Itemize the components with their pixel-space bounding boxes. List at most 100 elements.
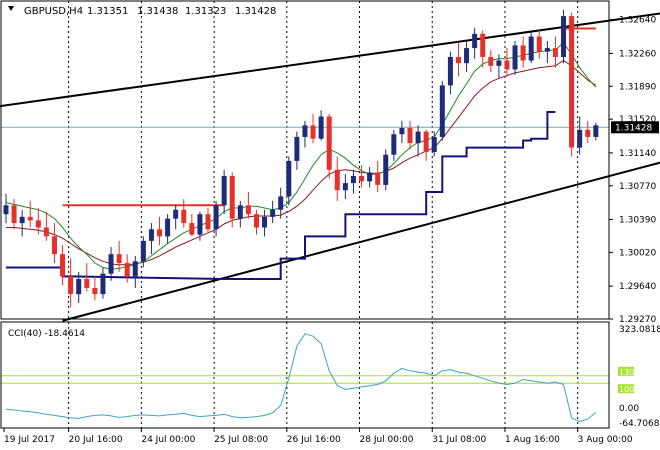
cci-axis: 323.0818 0.00 -64.7068 bbox=[619, 325, 660, 429]
bull-candle-body bbox=[294, 136, 300, 161]
bull-candle-body bbox=[350, 175, 356, 184]
bull-candle-body bbox=[278, 196, 284, 210]
price-tick-label: 1.31520 bbox=[619, 115, 656, 125]
bull-candle-body bbox=[76, 279, 82, 295]
cci-tick-label: 323.0818 bbox=[619, 325, 660, 335]
bull-candle-body bbox=[3, 205, 9, 215]
bear-candle-body bbox=[423, 131, 429, 153]
time-tick-label: 1 Aug 16:00 bbox=[505, 435, 560, 445]
bull-candle-body bbox=[148, 229, 154, 241]
time-tick-label: 19 Jul 2017 bbox=[4, 435, 55, 445]
bear-candle-body bbox=[536, 36, 542, 52]
bull-candle-body bbox=[302, 125, 308, 137]
bull-candle-body bbox=[512, 45, 518, 70]
bull-candle-body bbox=[213, 205, 219, 230]
cci-level-tag bbox=[618, 384, 634, 394]
trendlines bbox=[0, 12, 660, 322]
bull-candle-body bbox=[173, 209, 179, 219]
main-panel-frame bbox=[0, 0, 610, 320]
time-axis: 19 Jul 2017 20 Jul 16:00 24 Jul 00:00 25 Ju… bbox=[3, 428, 633, 445]
cci-levels bbox=[1, 375, 609, 384]
price-tick-label: 1.31140 bbox=[619, 149, 656, 159]
bull-candle-body bbox=[399, 128, 405, 135]
bull-candle-body bbox=[464, 48, 470, 64]
bear-candle-body bbox=[68, 276, 74, 295]
bull-candle-body bbox=[262, 216, 268, 228]
bear-candle-body bbox=[520, 45, 526, 61]
bull-candle-body bbox=[318, 116, 324, 139]
bear-candle-body bbox=[504, 60, 510, 70]
bear-candle-body bbox=[480, 33, 486, 57]
bull-candle-body bbox=[593, 125, 599, 137]
bear-candle-body bbox=[189, 223, 195, 235]
bear-candle-body bbox=[569, 16, 575, 148]
bull-candle-body bbox=[391, 134, 397, 155]
bear-candle-body bbox=[116, 254, 122, 264]
header-symbol: GBPUSD,H4 bbox=[24, 6, 83, 17]
cci-tick-label: -64.7068 bbox=[619, 419, 660, 429]
bear-candle-body bbox=[92, 287, 98, 295]
bull-candle-body bbox=[342, 183, 348, 191]
cci-label: CCI(40) -18.4614 bbox=[8, 329, 85, 339]
bull-candle-body bbox=[544, 48, 550, 52]
bear-candle-body bbox=[334, 169, 340, 191]
price-axis: 1.32640 1.32260 1.31890 1.31520 1.31140 1.307… bbox=[609, 16, 656, 325]
bull-candle-body bbox=[431, 136, 437, 153]
bull-candle-body bbox=[197, 214, 203, 235]
bull-candle-body bbox=[270, 209, 276, 217]
fast-moving-average bbox=[5, 41, 597, 270]
price-tick-label: 1.30770 bbox=[619, 182, 656, 192]
bear-candle-body bbox=[43, 227, 49, 237]
bull-candle-body bbox=[237, 205, 243, 219]
bear-candle-body bbox=[27, 216, 33, 221]
time-tick-label: 31 Jul 08:00 bbox=[432, 435, 486, 445]
time-tick-label: 20 Jul 16:00 bbox=[69, 435, 123, 445]
bull-candle-body bbox=[577, 129, 583, 148]
bull-candle-body bbox=[367, 172, 373, 182]
bear-candle-body bbox=[84, 279, 90, 288]
trendline bbox=[62, 161, 660, 322]
bull-candle-body bbox=[415, 131, 421, 144]
bull-candle-body bbox=[165, 218, 171, 237]
header-close: 1.31428 bbox=[235, 6, 276, 17]
bull-candle-body bbox=[19, 216, 25, 224]
bull-candle-body bbox=[496, 60, 502, 66]
cci-line bbox=[5, 333, 597, 423]
bull-candle-body bbox=[383, 154, 389, 185]
bull-candle-body bbox=[561, 16, 567, 57]
bull-candle-body bbox=[108, 254, 114, 274]
cci-panel-frame bbox=[0, 321, 610, 429]
bear-candle-body bbox=[205, 214, 211, 230]
bear-candle-body bbox=[375, 172, 381, 185]
day-separators bbox=[68, 1, 579, 319]
bear-candle-body bbox=[11, 205, 17, 224]
bear-candle-body bbox=[455, 56, 461, 64]
trendline bbox=[0, 12, 660, 108]
price-tick-label: 1.30020 bbox=[619, 248, 656, 258]
collapse-triangle-icon[interactable] bbox=[8, 6, 14, 11]
header-high: 1.31438 bbox=[137, 6, 178, 17]
cci-level-tag bbox=[618, 366, 634, 376]
bull-candle-body bbox=[132, 261, 138, 277]
cci-level-tags: 130 100 bbox=[618, 366, 634, 394]
bear-candle-body bbox=[310, 125, 316, 139]
header-open: 1.31351 bbox=[87, 6, 128, 17]
header-low: 1.31323 bbox=[185, 6, 226, 17]
bear-candle-body bbox=[181, 209, 187, 224]
time-tick-label: 25 Jul 08:00 bbox=[214, 435, 268, 445]
bear-candle-body bbox=[407, 128, 413, 144]
bull-candle-body bbox=[447, 56, 453, 86]
bear-candle-body bbox=[229, 175, 235, 219]
bear-candle-body bbox=[35, 220, 41, 228]
bear-candle-body bbox=[585, 129, 591, 137]
bull-candle-body bbox=[140, 240, 146, 262]
bear-candle-body bbox=[245, 205, 251, 215]
bull-candle-body bbox=[286, 160, 292, 197]
cci-level-label: 130 bbox=[619, 368, 634, 377]
price-tick-label: 1.31890 bbox=[619, 82, 656, 92]
cci-tick-label: 0.00 bbox=[619, 404, 639, 414]
bear-candle-body bbox=[157, 229, 163, 237]
price-tick-label: 1.32640 bbox=[619, 16, 656, 26]
price-tick-label: 1.29640 bbox=[619, 282, 656, 292]
